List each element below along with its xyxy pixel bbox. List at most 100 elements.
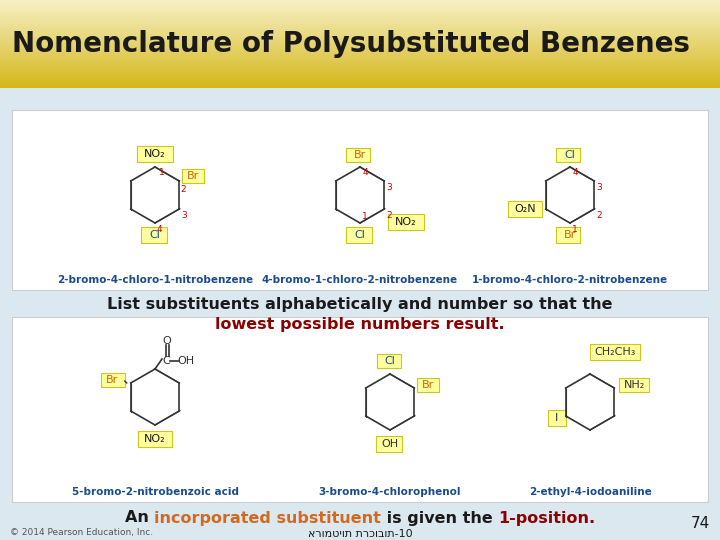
- Text: An: An: [125, 510, 154, 525]
- Bar: [0, 28, 720, 29]
- Text: O: O: [163, 336, 171, 346]
- Text: O₂N: O₂N: [514, 204, 536, 214]
- Bar: [0, 75, 720, 76]
- Bar: [0, 71, 720, 72]
- Bar: [0, 88, 720, 540]
- Bar: [0, 9, 720, 10]
- Text: 2: 2: [386, 211, 392, 220]
- Bar: [0, 78, 720, 79]
- Bar: [0, 19, 720, 20]
- Text: Cl: Cl: [150, 230, 161, 240]
- Bar: [0, 68, 720, 69]
- Bar: [0, 69, 720, 70]
- Text: I: I: [555, 413, 559, 423]
- Bar: [0, 59, 720, 60]
- Text: 5-bromo-2-nitrobenzoic acid: 5-bromo-2-nitrobenzoic acid: [71, 487, 238, 497]
- Text: 4: 4: [363, 168, 369, 177]
- Text: Cl: Cl: [384, 356, 395, 366]
- Text: Br: Br: [106, 375, 118, 385]
- Bar: [0, 63, 720, 64]
- Bar: [0, 8, 720, 9]
- Text: 74: 74: [690, 516, 710, 530]
- Bar: [0, 87, 720, 88]
- Bar: [346, 227, 372, 243]
- Text: NO₂: NO₂: [144, 149, 166, 159]
- Bar: [12, 317, 708, 502]
- Text: © 2014 Pearson Education, Inc.: © 2014 Pearson Education, Inc.: [10, 528, 153, 537]
- Bar: [619, 378, 649, 392]
- Bar: [0, 1, 720, 2]
- Bar: [377, 354, 401, 368]
- Text: OH: OH: [382, 439, 399, 449]
- Bar: [556, 227, 580, 243]
- Bar: [0, 30, 720, 31]
- Bar: [0, 60, 720, 61]
- Bar: [0, 34, 720, 35]
- Bar: [0, 3, 720, 4]
- Bar: [0, 33, 720, 34]
- Bar: [0, 84, 720, 85]
- Bar: [0, 50, 720, 51]
- Bar: [0, 27, 720, 28]
- Bar: [0, 38, 720, 39]
- Bar: [0, 15, 720, 16]
- Bar: [0, 67, 720, 68]
- Text: 3: 3: [596, 183, 602, 192]
- Bar: [0, 41, 720, 42]
- Bar: [0, 40, 720, 41]
- Text: 3: 3: [181, 211, 187, 220]
- Text: 4-bromo-1-chloro-2-nitrobenzene: 4-bromo-1-chloro-2-nitrobenzene: [262, 275, 458, 285]
- Bar: [0, 42, 720, 43]
- Text: incorporated substituent: incorporated substituent: [154, 510, 381, 525]
- Bar: [0, 4, 720, 5]
- Text: 1: 1: [572, 225, 577, 234]
- Bar: [0, 16, 720, 17]
- Bar: [0, 5, 720, 6]
- Text: 2-ethyl-4-iodoaniline: 2-ethyl-4-iodoaniline: [528, 487, 652, 497]
- Bar: [0, 81, 720, 82]
- Bar: [0, 57, 720, 58]
- Bar: [0, 64, 720, 65]
- Bar: [0, 83, 720, 84]
- Bar: [0, 47, 720, 48]
- Bar: [0, 61, 720, 62]
- Text: OH: OH: [177, 356, 194, 366]
- Bar: [0, 76, 720, 77]
- Bar: [0, 10, 720, 11]
- Bar: [0, 2, 720, 3]
- Bar: [0, 45, 720, 46]
- Bar: [418, 378, 439, 392]
- Text: NO₂: NO₂: [395, 217, 416, 227]
- Text: Br: Br: [564, 230, 576, 240]
- Text: NO₂: NO₂: [144, 434, 166, 444]
- Bar: [0, 65, 720, 66]
- Bar: [0, 17, 720, 18]
- Bar: [0, 72, 720, 73]
- Bar: [376, 436, 402, 452]
- Bar: [0, 79, 720, 80]
- Bar: [0, 74, 720, 75]
- Bar: [0, 56, 720, 57]
- Bar: [0, 31, 720, 32]
- Bar: [388, 214, 424, 230]
- Text: 1-position.: 1-position.: [498, 510, 595, 525]
- Bar: [101, 373, 125, 387]
- Bar: [0, 44, 720, 45]
- Bar: [0, 35, 720, 36]
- Text: Nomenclature of Polysubstituted Benzenes: Nomenclature of Polysubstituted Benzenes: [12, 30, 690, 58]
- Bar: [590, 344, 640, 360]
- Bar: [0, 21, 720, 22]
- Bar: [0, 66, 720, 67]
- Bar: [0, 70, 720, 71]
- Bar: [0, 52, 720, 53]
- Bar: [0, 46, 720, 47]
- Text: NH₂: NH₂: [624, 380, 645, 390]
- Text: 4: 4: [573, 168, 579, 177]
- Bar: [0, 12, 720, 13]
- Text: CH₂CH₃: CH₂CH₃: [594, 347, 636, 357]
- Text: Cl: Cl: [564, 150, 575, 160]
- Bar: [0, 39, 720, 40]
- Bar: [12, 110, 708, 290]
- Bar: [0, 80, 720, 81]
- Bar: [0, 14, 720, 15]
